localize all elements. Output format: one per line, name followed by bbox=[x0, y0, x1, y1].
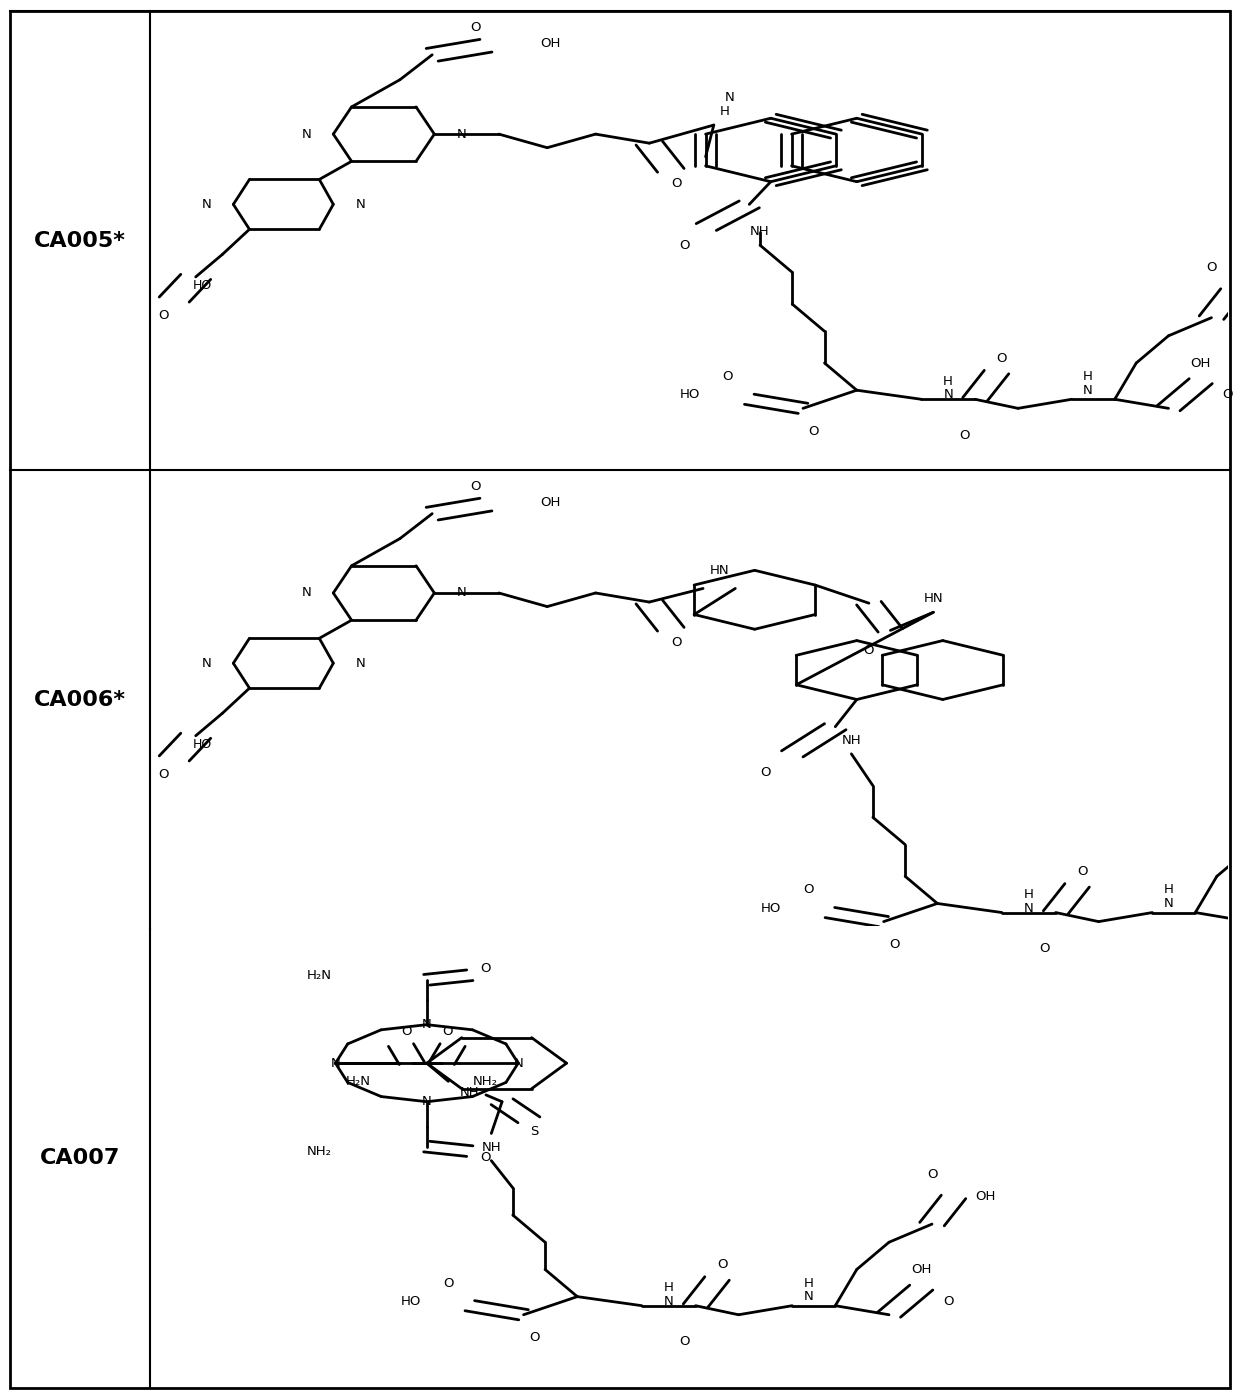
Text: N: N bbox=[356, 197, 365, 211]
Text: N: N bbox=[663, 1294, 673, 1308]
Text: N: N bbox=[301, 127, 311, 141]
Text: H: H bbox=[719, 105, 729, 118]
Text: HO: HO bbox=[192, 280, 212, 292]
Text: OH: OH bbox=[1190, 357, 1211, 369]
Text: O: O bbox=[443, 1276, 454, 1290]
Text: H: H bbox=[1024, 888, 1034, 901]
Text: O: O bbox=[760, 765, 770, 778]
Text: N: N bbox=[1083, 383, 1092, 397]
Text: O: O bbox=[671, 637, 682, 649]
Text: O: O bbox=[159, 309, 169, 322]
Text: NH: NH bbox=[842, 734, 862, 747]
Text: NH₂: NH₂ bbox=[472, 1074, 497, 1088]
Text: O: O bbox=[942, 1294, 954, 1308]
Text: NH: NH bbox=[460, 1086, 480, 1100]
Text: O: O bbox=[959, 429, 970, 442]
Text: O: O bbox=[889, 937, 900, 951]
Text: O: O bbox=[529, 1330, 539, 1344]
Text: O: O bbox=[863, 645, 874, 658]
Text: N: N bbox=[804, 1290, 813, 1302]
Text: CA005*: CA005* bbox=[35, 231, 126, 250]
Text: N: N bbox=[1163, 897, 1173, 909]
Text: HO: HO bbox=[192, 739, 212, 751]
Text: S: S bbox=[531, 1125, 538, 1137]
Text: N: N bbox=[422, 1095, 432, 1108]
Text: H: H bbox=[944, 375, 954, 388]
Text: O: O bbox=[680, 239, 689, 252]
Text: OH: OH bbox=[541, 36, 560, 50]
Text: N: N bbox=[456, 127, 466, 141]
Text: O: O bbox=[671, 178, 682, 190]
Text: O: O bbox=[804, 883, 813, 897]
Text: O: O bbox=[402, 1025, 412, 1038]
Text: H: H bbox=[1083, 371, 1092, 383]
Text: OH: OH bbox=[541, 495, 560, 509]
Text: N: N bbox=[331, 1056, 340, 1070]
Text: N: N bbox=[456, 586, 466, 600]
Text: N: N bbox=[422, 1018, 432, 1031]
Text: OH: OH bbox=[976, 1191, 996, 1203]
Text: N: N bbox=[301, 586, 311, 600]
Text: HN: HN bbox=[709, 564, 729, 576]
Text: CA006*: CA006* bbox=[33, 690, 126, 709]
Text: H: H bbox=[804, 1276, 813, 1290]
Text: CA007: CA007 bbox=[40, 1149, 120, 1168]
Text: O: O bbox=[717, 1258, 728, 1272]
Text: O: O bbox=[808, 424, 820, 438]
Text: O: O bbox=[441, 1025, 453, 1038]
Text: O: O bbox=[481, 963, 491, 975]
Text: N: N bbox=[513, 1056, 523, 1070]
Text: N: N bbox=[1024, 901, 1034, 915]
Text: N: N bbox=[202, 197, 211, 211]
Text: HO: HO bbox=[680, 389, 701, 402]
Text: NH: NH bbox=[481, 1140, 501, 1154]
Text: H₂N: H₂N bbox=[346, 1074, 371, 1088]
Text: OH: OH bbox=[911, 1263, 931, 1276]
Text: O: O bbox=[1078, 865, 1087, 879]
Text: O: O bbox=[1223, 389, 1233, 402]
Text: H: H bbox=[663, 1281, 673, 1294]
Text: O: O bbox=[1039, 943, 1050, 956]
Text: H: H bbox=[1163, 883, 1173, 897]
Text: HO: HO bbox=[760, 901, 781, 915]
Text: H₂N: H₂N bbox=[306, 968, 332, 982]
Text: HN: HN bbox=[924, 592, 944, 606]
Text: N: N bbox=[356, 656, 365, 670]
Text: HO: HO bbox=[401, 1294, 420, 1308]
Text: O: O bbox=[1207, 262, 1216, 274]
Text: N: N bbox=[944, 389, 954, 402]
Text: O: O bbox=[997, 353, 1007, 365]
Text: O: O bbox=[723, 371, 733, 383]
Text: O: O bbox=[470, 21, 480, 34]
Text: O: O bbox=[481, 1151, 491, 1164]
Text: N: N bbox=[202, 656, 211, 670]
Text: O: O bbox=[159, 768, 169, 781]
Text: O: O bbox=[926, 1168, 937, 1181]
Text: NH₂: NH₂ bbox=[306, 1144, 332, 1157]
Text: N: N bbox=[725, 91, 735, 105]
Text: O: O bbox=[470, 480, 480, 492]
Text: O: O bbox=[680, 1336, 689, 1349]
Text: NH: NH bbox=[750, 225, 770, 238]
